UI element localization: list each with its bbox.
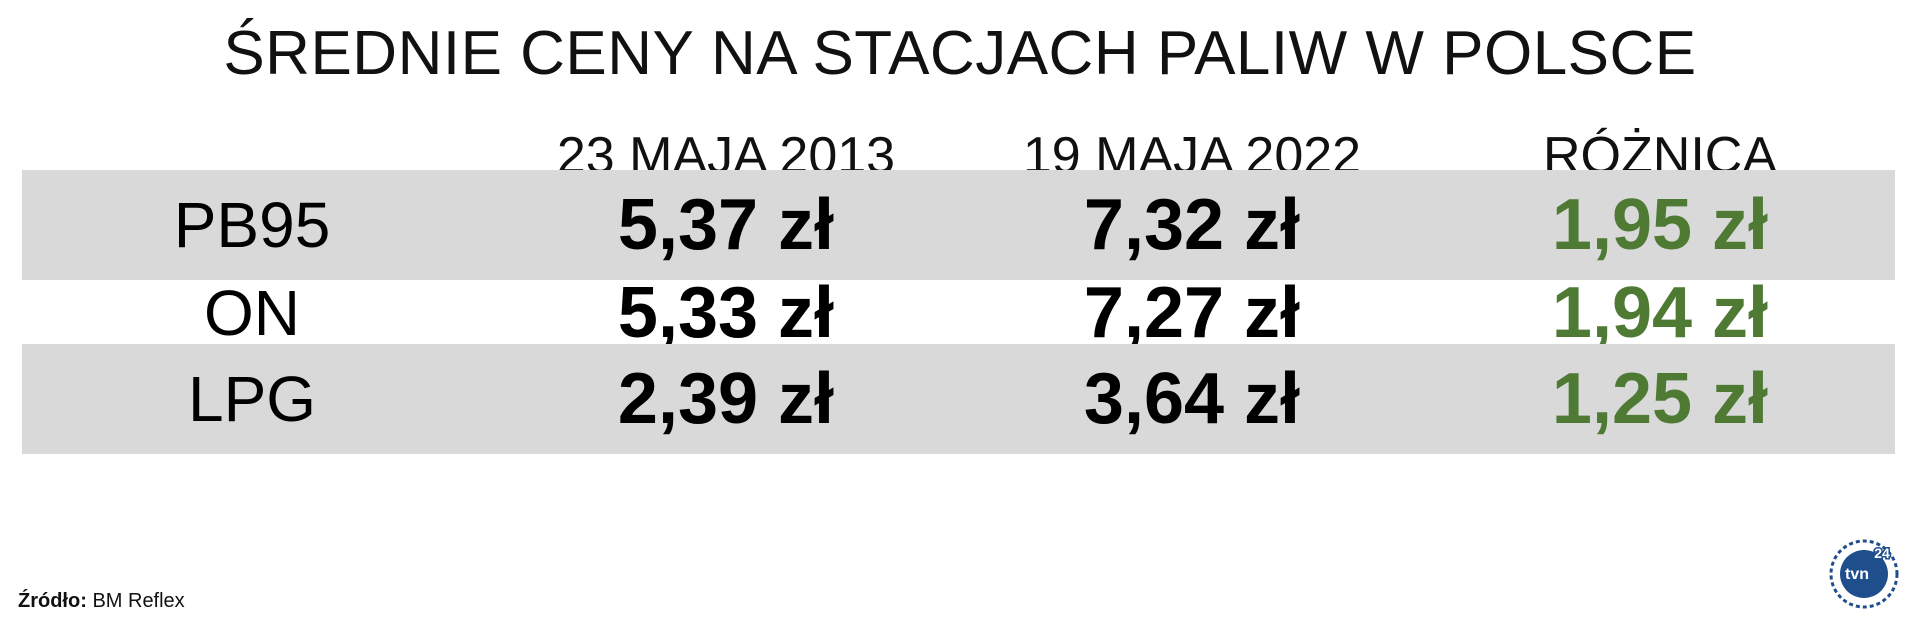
price-difference: 1,94 zł: [1551, 273, 1769, 353]
price-2022: 3,64 zł: [1083, 359, 1301, 439]
price-2013: 2,39 zł: [617, 359, 835, 439]
table-row-pb95: PB95 5,37 zł 7,32 zł 1,95 zł: [22, 170, 1895, 280]
price-2013: 5,37 zł: [617, 185, 835, 265]
table-row-lpg: LPG 2,39 zł 3,64 zł 1,25 zł: [22, 344, 1895, 454]
price-difference: 1,95 zł: [1551, 185, 1769, 265]
table-row-on: ON 5,33 zł 7,27 zł 1,94 zł: [22, 258, 1895, 368]
source-note: Źródło: BM Reflex: [18, 590, 185, 613]
source-value: BM Reflex: [92, 590, 185, 612]
price-difference: 1,25 zł: [1551, 359, 1769, 439]
fuel-label: PB95: [173, 189, 331, 261]
chart-title: ŚREDNIE CENY NA STACJACH PALIW W POLSCE: [223, 19, 1697, 88]
svg-text:24: 24: [1874, 545, 1890, 561]
tvn24-logo: tvn 24: [1829, 539, 1899, 609]
svg-text:tvn: tvn: [1845, 566, 1869, 583]
price-2022: 7,27 zł: [1083, 273, 1301, 353]
price-2022: 7,32 zł: [1083, 185, 1301, 265]
fuel-label: ON: [204, 277, 300, 349]
source-label: Źródło:: [18, 590, 87, 612]
fuel-label: LPG: [187, 363, 317, 435]
price-2013: 5,33 zł: [617, 273, 835, 353]
